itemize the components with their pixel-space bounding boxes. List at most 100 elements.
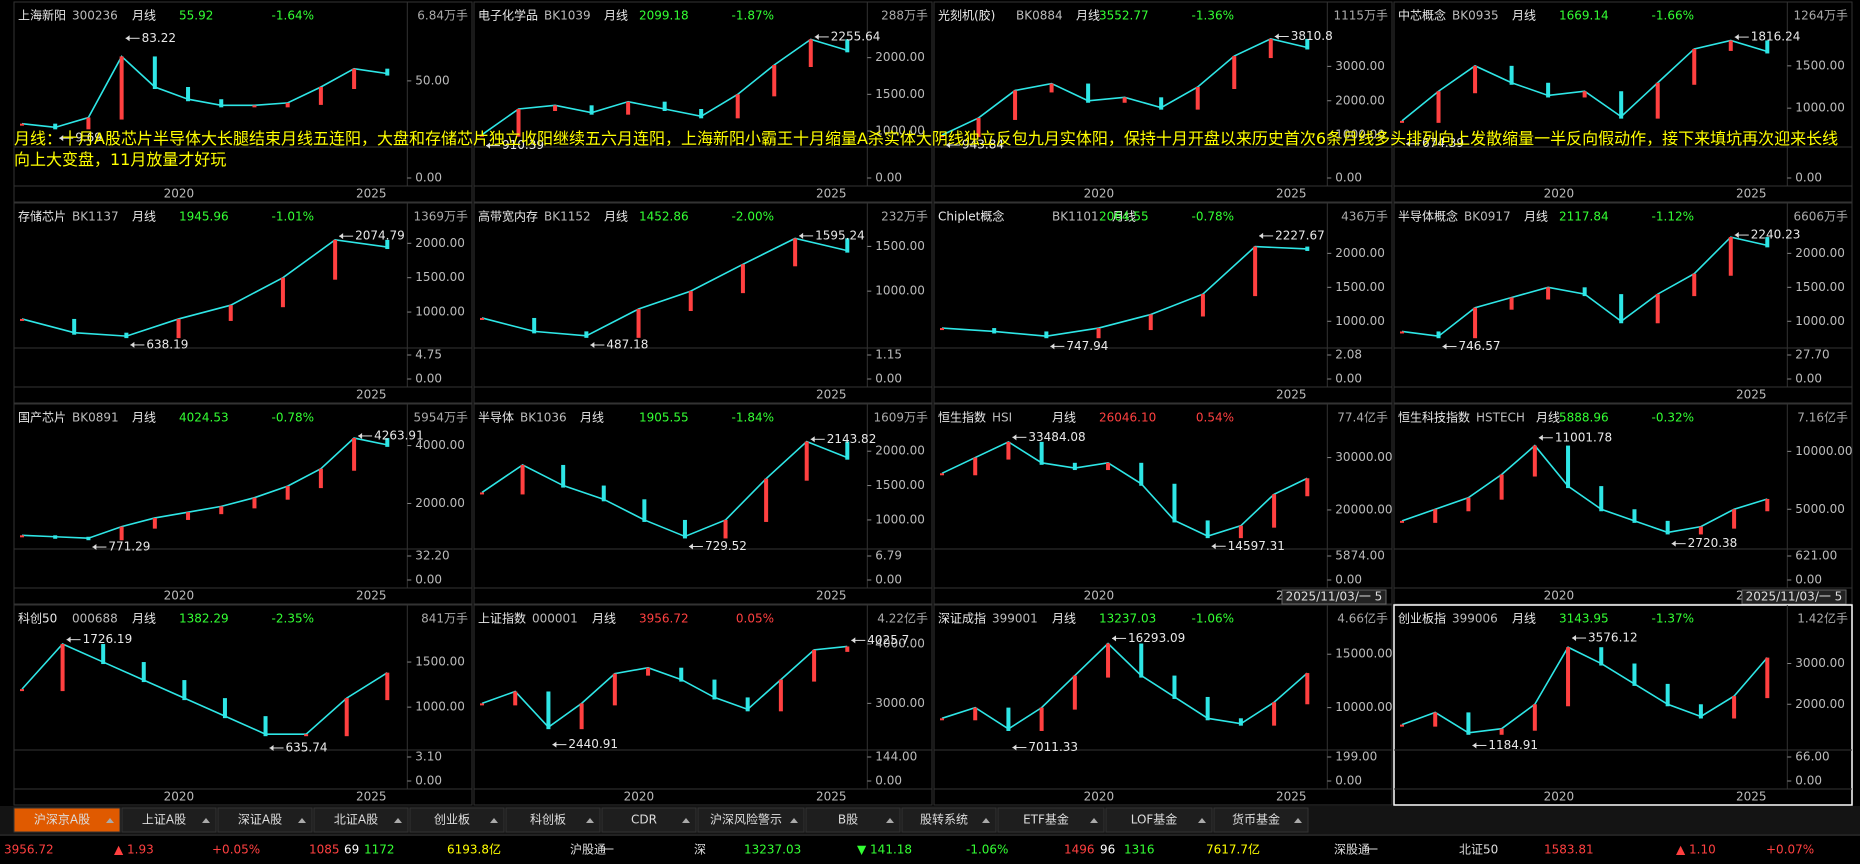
candle	[1655, 82, 1660, 119]
tab[interactable]	[1213, 807, 1309, 833]
arrow-head	[799, 232, 804, 239]
panel[interactable]	[933, 403, 1393, 605]
panel[interactable]	[13, 403, 473, 605]
candle	[1466, 497, 1471, 512]
tab[interactable]	[505, 807, 601, 833]
x-tick-label: 2020	[164, 790, 195, 804]
tab[interactable]	[217, 807, 313, 833]
candle	[546, 691, 551, 730]
panel[interactable]	[13, 604, 473, 806]
volume-tick-label: 0.00	[415, 372, 442, 386]
price: 3552.77	[1099, 9, 1149, 23]
stock-code: BK1039	[544, 9, 591, 23]
candle	[1139, 462, 1144, 486]
tab[interactable]	[1105, 807, 1213, 833]
candle	[1044, 331, 1049, 339]
candle	[646, 667, 651, 676]
panel[interactable]	[13, 202, 473, 404]
candle	[124, 332, 129, 339]
change: -2.35%	[272, 612, 314, 626]
candle	[845, 441, 850, 460]
panel[interactable]	[473, 403, 933, 605]
candle	[86, 536, 91, 541]
volume-tick-label: 0.00	[1795, 171, 1822, 185]
panel[interactable]	[1393, 403, 1853, 605]
volume-tick-label: 0.00	[875, 372, 902, 386]
status-item: 3956.72	[4, 843, 54, 857]
stock-name: Chiplet概念	[938, 209, 1004, 224]
panel[interactable]	[473, 1, 933, 203]
arrow-head	[1012, 744, 1017, 751]
stock-code: HSTECH	[1476, 411, 1525, 425]
y-tick-label: 15000.00	[1335, 647, 1392, 661]
low-label: 943.84	[962, 138, 1004, 152]
high-label: 83.22	[142, 31, 176, 45]
candle	[480, 703, 484, 706]
tab[interactable]	[997, 807, 1105, 833]
volume: 232万手	[881, 210, 928, 224]
candle	[1499, 728, 1504, 735]
tab[interactable]	[121, 807, 217, 833]
change: -1.01%	[272, 210, 314, 224]
stock-name: 半导体	[478, 411, 514, 425]
candle	[141, 662, 146, 683]
tab[interactable]	[901, 807, 997, 833]
period: 月线	[580, 411, 604, 425]
candle	[1238, 718, 1243, 726]
candle	[1013, 90, 1018, 120]
tab[interactable]	[409, 807, 505, 833]
y-tick-label: 1000.00	[415, 305, 465, 319]
y-tick-label: 2000.00	[415, 496, 465, 510]
stock-code: BK0891	[72, 411, 119, 425]
stock-name: 深证成指	[938, 611, 986, 626]
tab-label: 北证A股	[334, 813, 378, 827]
candle	[344, 698, 349, 737]
panel[interactable]	[933, 202, 1393, 404]
candle	[1655, 294, 1660, 324]
tab[interactable]	[313, 807, 409, 833]
panel[interactable]	[1393, 604, 1853, 806]
volume-tick-label: 1.15	[875, 348, 902, 362]
candle	[1732, 509, 1737, 529]
price-line	[21, 239, 388, 337]
status-item: -1.06%	[966, 843, 1008, 857]
volume-tick-label: 27.70	[1795, 348, 1829, 362]
candle	[808, 39, 813, 67]
panel[interactable]	[473, 604, 933, 806]
candle	[772, 65, 777, 97]
price-line	[481, 645, 848, 729]
price-line	[941, 245, 1308, 338]
panel[interactable]	[473, 202, 933, 404]
arrow-head	[1538, 434, 1543, 441]
arrow-head	[810, 436, 815, 443]
period: 月线	[1076, 9, 1100, 23]
tab-label: 货币基金	[1232, 812, 1280, 827]
panel[interactable]	[13, 1, 473, 203]
volume-tick-label: 0.00	[1795, 573, 1822, 587]
tab[interactable]	[697, 807, 805, 833]
panel[interactable]	[933, 604, 1393, 806]
candle	[973, 707, 978, 721]
high-label: 1595.24	[815, 228, 865, 242]
arrow-head	[358, 432, 363, 439]
tab[interactable]	[805, 807, 901, 833]
arrow-head	[1259, 232, 1264, 239]
tab[interactable]	[601, 807, 697, 833]
volume: 1264万手	[1793, 9, 1848, 23]
high-label: 2240.23	[1751, 228, 1801, 242]
candle	[72, 318, 77, 335]
candle	[252, 497, 257, 509]
status-item: 沪股通	[570, 843, 606, 857]
tab[interactable]	[13, 807, 121, 833]
candle	[1072, 462, 1077, 471]
y-tick-label: 1500.00	[1335, 280, 1385, 294]
volume-tick-label: 2.08	[1335, 348, 1362, 362]
candle	[1006, 441, 1011, 460]
tab-label: 上证A股	[142, 813, 186, 827]
tab-label: ETF基金	[1023, 812, 1069, 827]
candle	[1200, 294, 1205, 317]
candle	[636, 309, 641, 338]
change: -0.32%	[1652, 411, 1694, 425]
candle	[1765, 657, 1770, 699]
panel[interactable]	[1393, 202, 1853, 404]
